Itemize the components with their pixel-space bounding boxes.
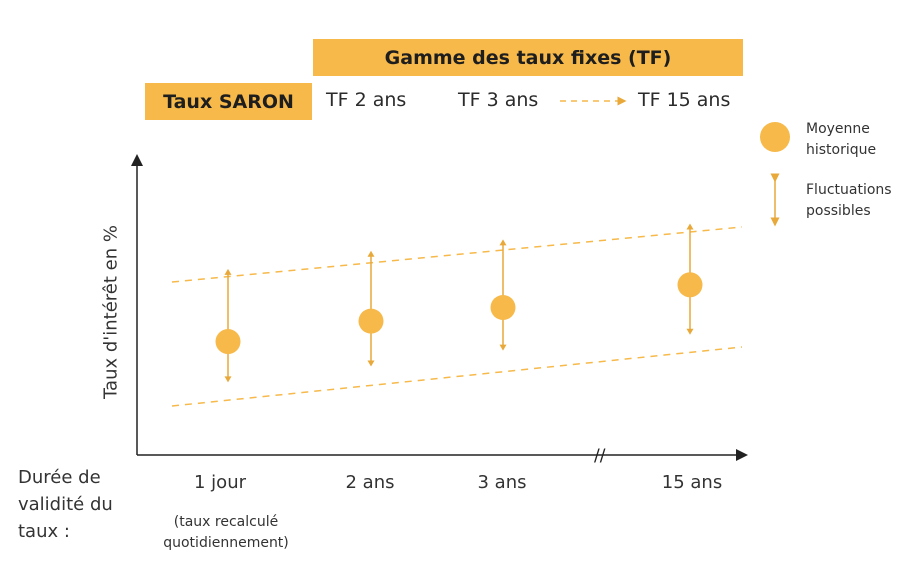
fluctuation-arrowhead-down: [367, 360, 375, 367]
tf2-label: TF 2 ans: [326, 89, 407, 111]
historical-mean-point: [490, 295, 516, 320]
chart-marks: [215, 223, 703, 383]
fixed-rate-range-title: Gamme des taux fixes (TF): [384, 46, 672, 69]
x-axis-label-line: Durée de: [18, 467, 101, 488]
x-tick-label: 3 ans: [477, 472, 527, 493]
upper-envelope-line: [171, 226, 743, 283]
historical-mean-point: [358, 308, 384, 334]
historical-mean-point: [677, 272, 703, 298]
fluctuation-arrowhead-up: [224, 268, 232, 275]
x-tick-label: 15 ans: [661, 472, 723, 493]
x-tick-note-line: (taux recalculé: [173, 514, 279, 530]
fluctuation-arrowhead-down: [224, 376, 232, 383]
legend-mean-line: Moyenne: [806, 121, 870, 137]
legend-fluct-label: Fluctuations possibles: [806, 180, 892, 222]
x-tick-label: 2 ans: [345, 472, 395, 493]
x-tick-note-line: quotidiennement): [163, 535, 289, 551]
fluctuation-arrowhead-up: [499, 239, 507, 246]
legend-mean-line: historique: [806, 142, 877, 158]
tf15-label: TF 15 ans: [638, 89, 731, 111]
fluctuation-arrowhead-down: [499, 344, 507, 351]
fluctuation-arrowhead-up: [367, 250, 375, 257]
x-axis-label-line: taux :: [18, 521, 70, 542]
fixed-rate-range-banner: Gamme des taux fixes (TF): [313, 39, 743, 76]
historical-mean-point: [215, 329, 241, 355]
x-tick-label: 1 jour: [194, 472, 246, 493]
y-axis-label: Taux d'intérêt en %: [100, 225, 122, 399]
tf3-label: TF 3 ans: [458, 89, 539, 111]
axis-break-mark: //: [594, 446, 606, 466]
fluctuation-arrowhead-down: [686, 328, 694, 335]
legend-fluct-line: possibles: [806, 203, 871, 219]
lower-envelope-line: [171, 346, 743, 407]
legend-fluct-line: Fluctuations: [806, 182, 892, 198]
legend-mean-marker: [760, 122, 790, 152]
x-axis-label: Durée de validité du taux :: [18, 464, 148, 545]
x-tick-note: (taux recalculé quotidiennement): [146, 512, 306, 554]
legend-mean-label: Moyenne historique: [806, 119, 876, 161]
saron-banner: Taux SARON: [145, 83, 312, 120]
fluctuation-arrowhead-up: [686, 223, 694, 230]
saron-label: Taux SARON: [163, 90, 294, 113]
x-axis-label-line: validité du: [18, 494, 113, 515]
